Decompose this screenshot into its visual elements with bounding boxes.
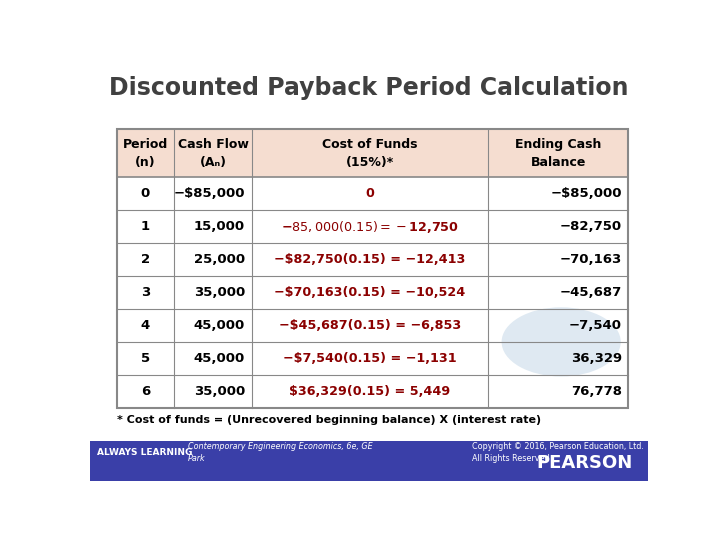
Text: −$70,163(0.15) = −10,524: −$70,163(0.15) = −10,524 [274,286,466,299]
Text: PEARSON: PEARSON [536,454,632,472]
Text: 6: 6 [141,385,150,398]
Text: Cash Flow
(Aₙ): Cash Flow (Aₙ) [178,138,248,168]
Text: $36,329(0.15) = 5,449: $36,329(0.15) = 5,449 [289,385,451,398]
Text: Discounted Payback Period Calculation: Discounted Payback Period Calculation [109,76,629,100]
Text: 1: 1 [141,220,150,233]
Text: Copyright © 2016, Pearson Education, Ltd.
All Rights Reserved: Copyright © 2016, Pearson Education, Ltd… [472,442,644,463]
Text: Cost of Funds
(15%)*: Cost of Funds (15%)* [323,138,418,168]
Text: −$85,000: −$85,000 [550,187,622,200]
Text: 2: 2 [141,253,150,266]
Text: Period
(n): Period (n) [123,138,168,168]
Bar [117,309,629,342]
Text: −70,163: −70,163 [559,253,622,266]
Bar [117,375,629,408]
Bar [117,129,629,408]
Text: 35,000: 35,000 [194,286,246,299]
Bar [117,243,629,276]
Bar [117,276,629,309]
Text: −$85,000(0.15) = −$12,750: −$85,000(0.15) = −$12,750 [281,219,459,234]
Bar [117,342,629,375]
Text: 45,000: 45,000 [194,352,246,365]
Text: 0: 0 [366,187,374,200]
Text: 0: 0 [141,187,150,200]
Text: 4: 4 [141,319,150,332]
Text: −7,540: −7,540 [569,319,622,332]
Text: −$85,000: −$85,000 [174,187,246,200]
Text: 35,000: 35,000 [194,385,246,398]
Bar [117,177,629,210]
Text: −$7,540(0.15) = −1,131: −$7,540(0.15) = −1,131 [283,352,457,365]
Text: −45,687: −45,687 [559,286,622,299]
Ellipse shape [502,307,621,376]
Text: 15,000: 15,000 [194,220,246,233]
Text: −82,750: −82,750 [559,220,622,233]
Text: Contemporary Engineering Economics, 6e, GE
Park: Contemporary Engineering Economics, 6e, … [188,442,372,463]
Text: Ending Cash
Balance: Ending Cash Balance [516,138,601,168]
Text: 36,329: 36,329 [571,352,622,365]
Text: 76,778: 76,778 [571,385,622,398]
Text: * Cost of funds = (Unrecovered beginning balance) X (interest rate): * Cost of funds = (Unrecovered beginning… [117,415,541,426]
Bar [90,441,648,481]
Text: 25,000: 25,000 [194,253,246,266]
Text: −$82,750(0.15) = −12,413: −$82,750(0.15) = −12,413 [274,253,466,266]
Bar [117,210,629,243]
Text: ALWAYS LEARNING: ALWAYS LEARNING [96,448,192,457]
Bar [117,129,629,177]
Text: 3: 3 [141,286,150,299]
Text: 5: 5 [141,352,150,365]
Text: −$45,687(0.15) = −6,853: −$45,687(0.15) = −6,853 [279,319,462,332]
Text: 45,000: 45,000 [194,319,246,332]
